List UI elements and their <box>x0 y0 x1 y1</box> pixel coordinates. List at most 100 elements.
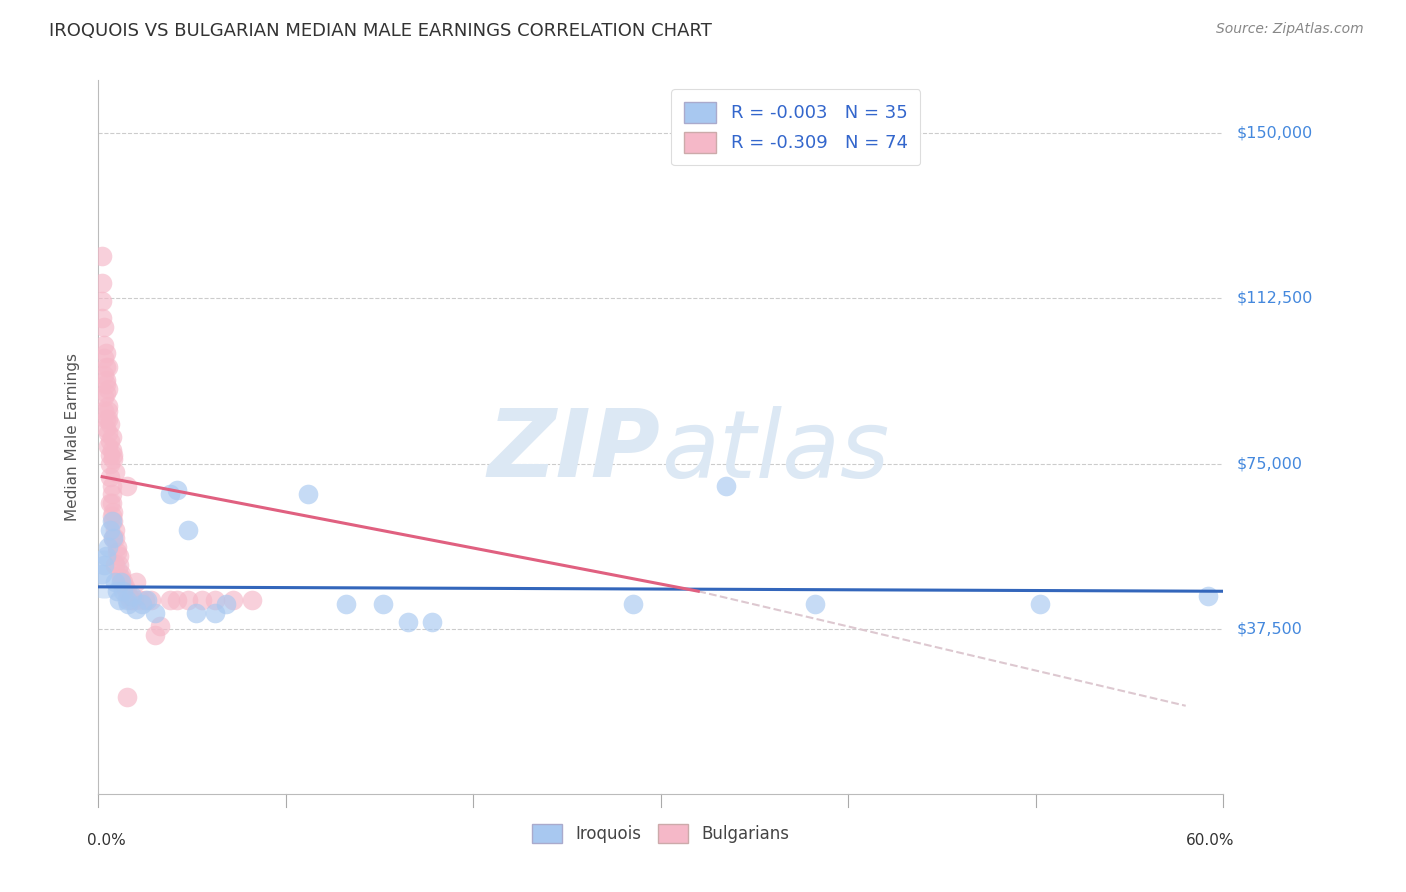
Text: 60.0%: 60.0% <box>1187 833 1234 848</box>
Text: IROQUOIS VS BULGARIAN MEDIAN MALE EARNINGS CORRELATION CHART: IROQUOIS VS BULGARIAN MEDIAN MALE EARNIN… <box>49 22 711 40</box>
Point <box>104 466 127 480</box>
Point <box>803 598 825 612</box>
Point <box>177 523 200 537</box>
Point <box>122 593 145 607</box>
Point <box>114 580 136 594</box>
Point <box>125 575 148 590</box>
Point <box>120 593 142 607</box>
Point <box>98 417 121 431</box>
Point <box>97 399 120 413</box>
Point <box>131 598 153 612</box>
Point <box>115 593 138 607</box>
Point <box>100 478 122 492</box>
Point <box>94 386 117 401</box>
Point <box>91 566 114 581</box>
Point <box>166 483 188 497</box>
Point <box>98 469 121 483</box>
Point <box>93 368 115 383</box>
Point <box>97 382 120 396</box>
Point <box>104 523 127 537</box>
Point <box>105 540 128 554</box>
Point <box>117 598 139 612</box>
Point <box>111 584 134 599</box>
Point <box>111 575 134 590</box>
Point <box>103 532 125 546</box>
Point <box>100 487 122 501</box>
Text: Source: ZipAtlas.com: Source: ZipAtlas.com <box>1216 22 1364 37</box>
Point <box>110 571 132 585</box>
Point <box>143 607 166 621</box>
Point <box>94 421 117 435</box>
Point <box>143 628 166 642</box>
Point <box>105 584 128 599</box>
Point <box>97 403 120 417</box>
Text: 0.0%: 0.0% <box>87 833 127 848</box>
Text: ZIP: ZIP <box>488 405 661 498</box>
Point <box>91 276 114 290</box>
Point <box>100 430 122 444</box>
Point <box>396 615 419 629</box>
Point <box>420 615 443 629</box>
Point <box>94 359 117 374</box>
Point <box>98 523 121 537</box>
Point <box>104 558 127 572</box>
Point <box>149 619 172 633</box>
Point <box>166 593 188 607</box>
Text: atlas: atlas <box>661 406 889 497</box>
Point <box>98 457 121 471</box>
Point <box>159 487 181 501</box>
Point <box>204 607 226 621</box>
Point <box>1028 598 1050 612</box>
Point <box>115 584 138 599</box>
Point <box>93 320 115 334</box>
Point <box>134 593 156 607</box>
Text: $112,500: $112,500 <box>1237 291 1313 306</box>
Point <box>108 593 131 607</box>
Point <box>98 496 121 510</box>
Point <box>1197 589 1219 603</box>
Point <box>93 391 115 405</box>
Point <box>93 351 115 365</box>
Point <box>125 602 148 616</box>
Point <box>103 505 125 519</box>
Point <box>121 593 143 607</box>
Point <box>222 593 245 607</box>
Point <box>115 690 138 704</box>
Point <box>121 589 143 603</box>
Point <box>100 509 122 524</box>
Point <box>139 593 162 607</box>
Point <box>91 293 114 308</box>
Point <box>108 558 131 572</box>
Point <box>94 373 117 387</box>
Point <box>103 514 125 528</box>
Point <box>94 346 117 360</box>
Point <box>335 598 357 612</box>
Point <box>115 478 138 492</box>
Legend: Iroquois, Bulgarians: Iroquois, Bulgarians <box>526 817 796 850</box>
Point <box>103 448 125 462</box>
Point <box>97 412 120 426</box>
Point <box>97 540 120 554</box>
Point <box>98 434 121 449</box>
Point <box>93 403 115 417</box>
Point <box>136 593 159 607</box>
Point <box>215 598 238 612</box>
Point <box>104 575 127 590</box>
Point <box>93 558 115 572</box>
Point <box>93 337 115 351</box>
Point <box>716 478 738 492</box>
Point <box>100 514 122 528</box>
Point <box>110 566 132 581</box>
Point <box>297 487 319 501</box>
Point <box>91 311 114 326</box>
Point <box>184 607 207 621</box>
Point <box>93 566 115 581</box>
Text: $150,000: $150,000 <box>1237 126 1313 141</box>
Point <box>190 593 212 607</box>
Y-axis label: Median Male Earnings: Median Male Earnings <box>65 353 80 521</box>
Point <box>97 425 120 440</box>
Point <box>128 593 150 607</box>
Point <box>97 439 120 453</box>
Point <box>177 593 200 607</box>
Point <box>240 593 263 607</box>
